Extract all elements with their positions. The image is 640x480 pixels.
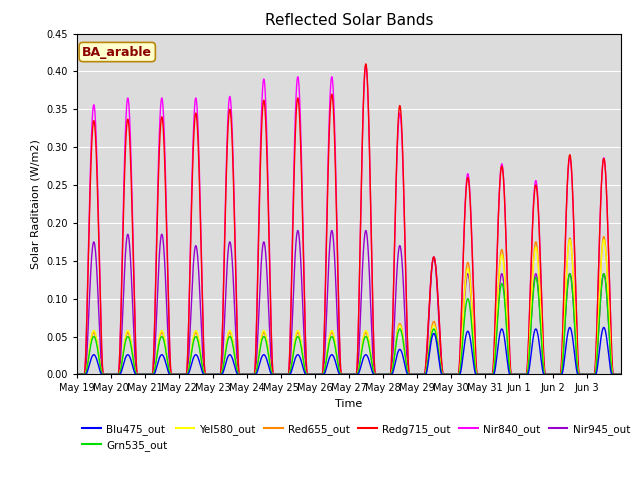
Blu475_out — [186, 368, 193, 374]
Nir945_out — [525, 359, 532, 365]
Line: Red655_out: Red655_out — [77, 237, 621, 374]
Yel580_out — [73, 372, 81, 377]
Grn535_out — [369, 366, 377, 372]
Redg715_out — [498, 164, 506, 169]
Yel580_out — [600, 237, 607, 242]
Red655_out — [600, 234, 607, 240]
Grn535_out — [73, 372, 81, 377]
Nir840_out — [362, 62, 369, 68]
Line: Grn535_out: Grn535_out — [77, 274, 621, 374]
Nir840_out — [186, 281, 193, 287]
Red655_out — [498, 247, 506, 252]
Redg715_out — [617, 372, 625, 377]
Redg715_out — [73, 372, 81, 377]
Y-axis label: Solar Raditaion (W/m2): Solar Raditaion (W/m2) — [31, 139, 40, 269]
Nir945_out — [73, 372, 81, 377]
Yel580_out — [398, 328, 406, 334]
Red655_out — [369, 366, 377, 372]
Nir945_out — [617, 372, 625, 377]
Red655_out — [525, 357, 532, 362]
Nir840_out — [369, 312, 377, 318]
Grn535_out — [600, 271, 607, 276]
Redg715_out — [525, 334, 532, 340]
Nir840_out — [525, 334, 532, 339]
Blu475_out — [539, 368, 547, 373]
Redg715_out — [369, 312, 377, 318]
Nir945_out — [369, 354, 377, 360]
Red655_out — [186, 361, 193, 367]
Title: Reflected Solar Bands: Reflected Solar Bands — [264, 13, 433, 28]
Red655_out — [398, 327, 406, 333]
Text: BA_arable: BA_arable — [82, 46, 152, 59]
Nir945_out — [498, 271, 506, 276]
Nir945_out — [186, 339, 193, 345]
Redg715_out — [186, 286, 193, 292]
Grn535_out — [525, 361, 532, 367]
Grn535_out — [498, 281, 506, 287]
Yel580_out — [525, 358, 532, 363]
Blu475_out — [369, 370, 377, 376]
Nir945_out — [539, 357, 547, 362]
Blu475_out — [617, 372, 625, 377]
Blu475_out — [525, 370, 532, 375]
Line: Redg715_out: Redg715_out — [77, 64, 621, 374]
Yel580_out — [369, 366, 377, 372]
Grn535_out — [398, 332, 406, 337]
Blu475_out — [498, 326, 506, 332]
Grn535_out — [617, 372, 625, 377]
Line: Blu475_out: Blu475_out — [77, 327, 621, 374]
Blu475_out — [73, 372, 81, 377]
Line: Nir945_out: Nir945_out — [77, 230, 621, 374]
Nir945_out — [294, 228, 301, 233]
Blu475_out — [600, 324, 607, 330]
X-axis label: Time: Time — [335, 399, 362, 409]
Nir840_out — [539, 329, 547, 335]
Nir840_out — [498, 161, 506, 167]
Line: Nir840_out: Nir840_out — [77, 65, 621, 374]
Grn535_out — [186, 362, 193, 368]
Legend: Blu475_out, Grn535_out, Yel580_out, Red655_out, Redg715_out, Nir840_out, Nir945_: Blu475_out, Grn535_out, Yel580_out, Red6… — [82, 424, 630, 451]
Redg715_out — [362, 61, 369, 67]
Red655_out — [73, 372, 81, 377]
Redg715_out — [539, 330, 547, 336]
Yel580_out — [539, 351, 547, 357]
Nir840_out — [617, 372, 625, 377]
Nir945_out — [398, 260, 406, 265]
Yel580_out — [498, 252, 506, 258]
Red655_out — [617, 372, 625, 377]
Nir840_out — [398, 140, 406, 146]
Red655_out — [539, 350, 547, 356]
Grn535_out — [539, 356, 547, 361]
Yel580_out — [186, 360, 193, 366]
Redg715_out — [398, 133, 406, 139]
Nir840_out — [73, 372, 81, 377]
Line: Yel580_out: Yel580_out — [77, 240, 621, 374]
Yel580_out — [617, 372, 625, 377]
Blu475_out — [398, 350, 406, 356]
